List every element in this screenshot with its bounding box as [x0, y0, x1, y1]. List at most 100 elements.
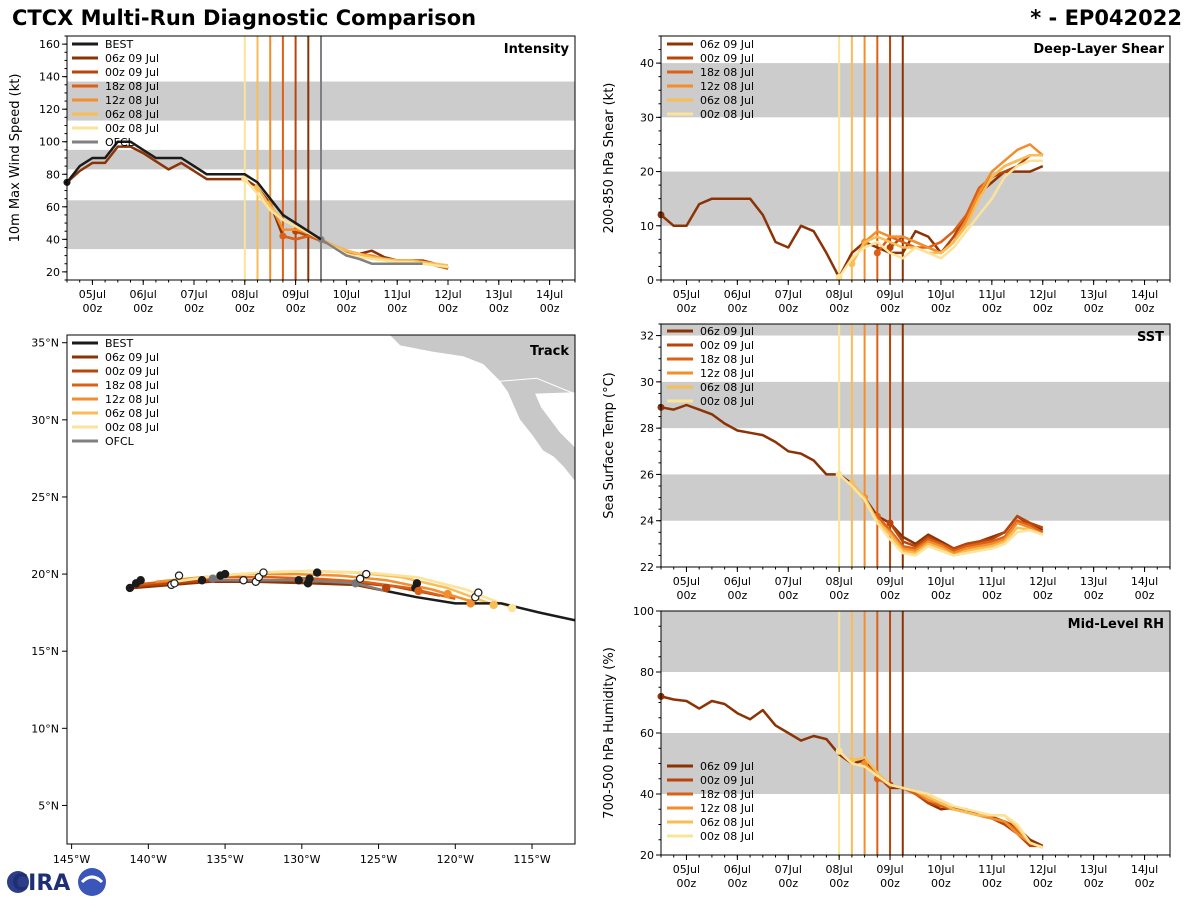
rh-panel: 2040608010005Jul00z06Jul00z07Jul00z08Jul…: [602, 605, 1171, 890]
intensity-xtick-label: 11Jul: [384, 288, 411, 301]
track-position-marker: [466, 599, 475, 608]
shear-xtick-label: 14Jul: [1131, 288, 1158, 301]
sst-ytick-label: 28: [640, 422, 654, 435]
intensity-panel: 2040608010012014016005Jul00z06Jul00z07Ju…: [8, 35, 576, 315]
intensity-legend-label: BEST: [105, 38, 133, 51]
sst-xtick-label: 10Jul: [927, 575, 954, 588]
shear-panel: 01020304005Jul00z06Jul00z07Jul00z08Jul00…: [602, 35, 1171, 315]
sst-xtick-label: 00z: [727, 589, 747, 602]
rh-xtick-label: 00z: [1033, 877, 1053, 890]
track-ytick-label: 20°N: [31, 568, 59, 581]
intensity-ytick-label: 80: [46, 168, 60, 181]
logo-swoosh: [80, 875, 104, 884]
track-position-marker: [382, 583, 391, 593]
sst-xtick-label: 00z: [880, 589, 900, 602]
shear-xtick-label: 10Jul: [927, 288, 954, 301]
rh-ylabel: 700-500 hPa Humidity (%): [602, 647, 617, 819]
intensity-title: Intensity: [504, 42, 570, 57]
intensity-xtick-label: 00z: [540, 302, 560, 315]
track-xtick-label: 120°W: [437, 853, 474, 866]
sst-band: [661, 381, 1170, 429]
intensity-legend-label: 18z 08 Jul: [105, 80, 159, 93]
rh-xtick-label: 00z: [778, 877, 798, 890]
shear-xtick-label: 06Jul: [724, 288, 751, 301]
sst-xtick-label: 08Jul: [826, 575, 853, 588]
sst-title: SST: [1137, 330, 1164, 345]
shear-legend-label: 06z 09 Jul: [700, 38, 754, 51]
rh-xtick-label: 00z: [982, 877, 1002, 890]
shear-ytick-label: 40: [640, 57, 654, 70]
shear-init-marker: [873, 249, 881, 257]
track-position-marker: [305, 574, 314, 583]
intensity-ytick-label: 20: [46, 266, 60, 279]
rh-xtick-label: 10Jul: [927, 863, 954, 876]
track-series-best: [385, 589, 575, 622]
main-title: CTCX Multi-Run Diagnostic Comparison: [12, 6, 477, 30]
intensity-xtick-label: 10Jul: [333, 288, 360, 301]
storm-id: * - EP042022: [1030, 6, 1182, 30]
logo-globe-left: [7, 871, 29, 893]
sst-xtick-label: 00z: [677, 589, 697, 602]
sst-init-marker: [886, 519, 894, 527]
sst-series-12z-08-jul: [863, 496, 1044, 555]
rh-xtick-label: 07Jul: [775, 863, 802, 876]
intensity-xtick-label: 00z: [184, 302, 204, 315]
intensity-xtick-label: 05Jul: [79, 288, 106, 301]
rh-legend-label: 06z 09 Jul: [700, 760, 754, 773]
track-legend-label: 18z 08 Jul: [105, 379, 159, 392]
shear-xtick-label: 12Jul: [1029, 288, 1056, 301]
track-xtick-label: 135°W: [206, 853, 243, 866]
rh-legend-label: 00z 09 Jul: [700, 774, 754, 787]
track-xtick-label: 145°W: [53, 853, 90, 866]
intensity-xtick-label: 00z: [387, 302, 407, 315]
intensity-ytick-label: 60: [46, 201, 60, 214]
sst-legend-label: 06z 08 Jul: [700, 381, 754, 394]
rh-xtick-label: 00z: [677, 877, 697, 890]
intensity-xtick-label: 08Jul: [231, 288, 258, 301]
rh-legend-label: 12z 08 Jul: [700, 802, 754, 815]
sst-xtick-label: 14Jul: [1131, 575, 1158, 588]
track-position-marker: [125, 583, 135, 593]
track-frame: [66, 334, 576, 845]
track-position-marker: [362, 569, 371, 579]
intensity-xtick-label: 00z: [337, 302, 357, 315]
intensity-ytick-label: 160: [39, 38, 60, 51]
sst-band: [661, 474, 1170, 521]
intensity-series-ofcl: [320, 238, 423, 265]
sst-xtick-label: 00z: [931, 589, 951, 602]
logo-text: CIRA: [12, 871, 70, 896]
shear-legend-label: 00z 08 Jul: [700, 108, 754, 121]
shear-legend-label: 00z 09 Jul: [700, 52, 754, 65]
track-lines: [125, 568, 575, 622]
sst-xtick-label: 11Jul: [978, 575, 1005, 588]
track-position-marker: [208, 574, 218, 583]
land-layer: [388, 335, 575, 483]
shear-legend-label: 12z 08 Jul: [700, 80, 754, 93]
track-position-marker: [294, 576, 303, 585]
intensity-xtick-label: 14Jul: [536, 288, 563, 301]
shear-xtick-label: 00z: [1084, 302, 1104, 315]
sst-xtick-label: 00z: [1084, 589, 1104, 602]
rh-xtick-label: 13Jul: [1080, 863, 1107, 876]
track-position-marker: [489, 600, 498, 610]
track-ytick-label: 25°N: [31, 491, 59, 504]
rh-xtick-label: 00z: [1084, 877, 1104, 890]
sst-legend-label: 00z 08 Jul: [700, 395, 754, 408]
intensity-ytick-label: 40: [46, 233, 60, 246]
rh-xtick-label: 05Jul: [673, 863, 700, 876]
intensity-xtick-label: 00z: [438, 302, 458, 315]
track-legend-label: 00z 08 Jul: [105, 421, 159, 434]
rh-ytick-label: 40: [640, 788, 654, 801]
sst-xtick-label: 12Jul: [1029, 575, 1056, 588]
track-panel: 145°W 140°W 135°W 130°W 125°W 120°W 115°W 5°N 10…: [31, 334, 576, 866]
rh-xtick-label: 08Jul: [826, 863, 853, 876]
track-xtick-label: 140°W: [130, 853, 167, 866]
sst-xtick-label: 00z: [1033, 589, 1053, 602]
track-legend-label: 06z 08 Jul: [105, 407, 159, 420]
shear-xtick-label: 05Jul: [673, 288, 700, 301]
track-ytick-label: 30°N: [31, 414, 59, 427]
shear-title: Deep-Layer Shear: [1033, 42, 1164, 57]
sst-ytick-label: 30: [640, 376, 654, 389]
sst-ytick-label: 24: [640, 515, 654, 528]
sst-xtick-label: 07Jul: [775, 575, 802, 588]
